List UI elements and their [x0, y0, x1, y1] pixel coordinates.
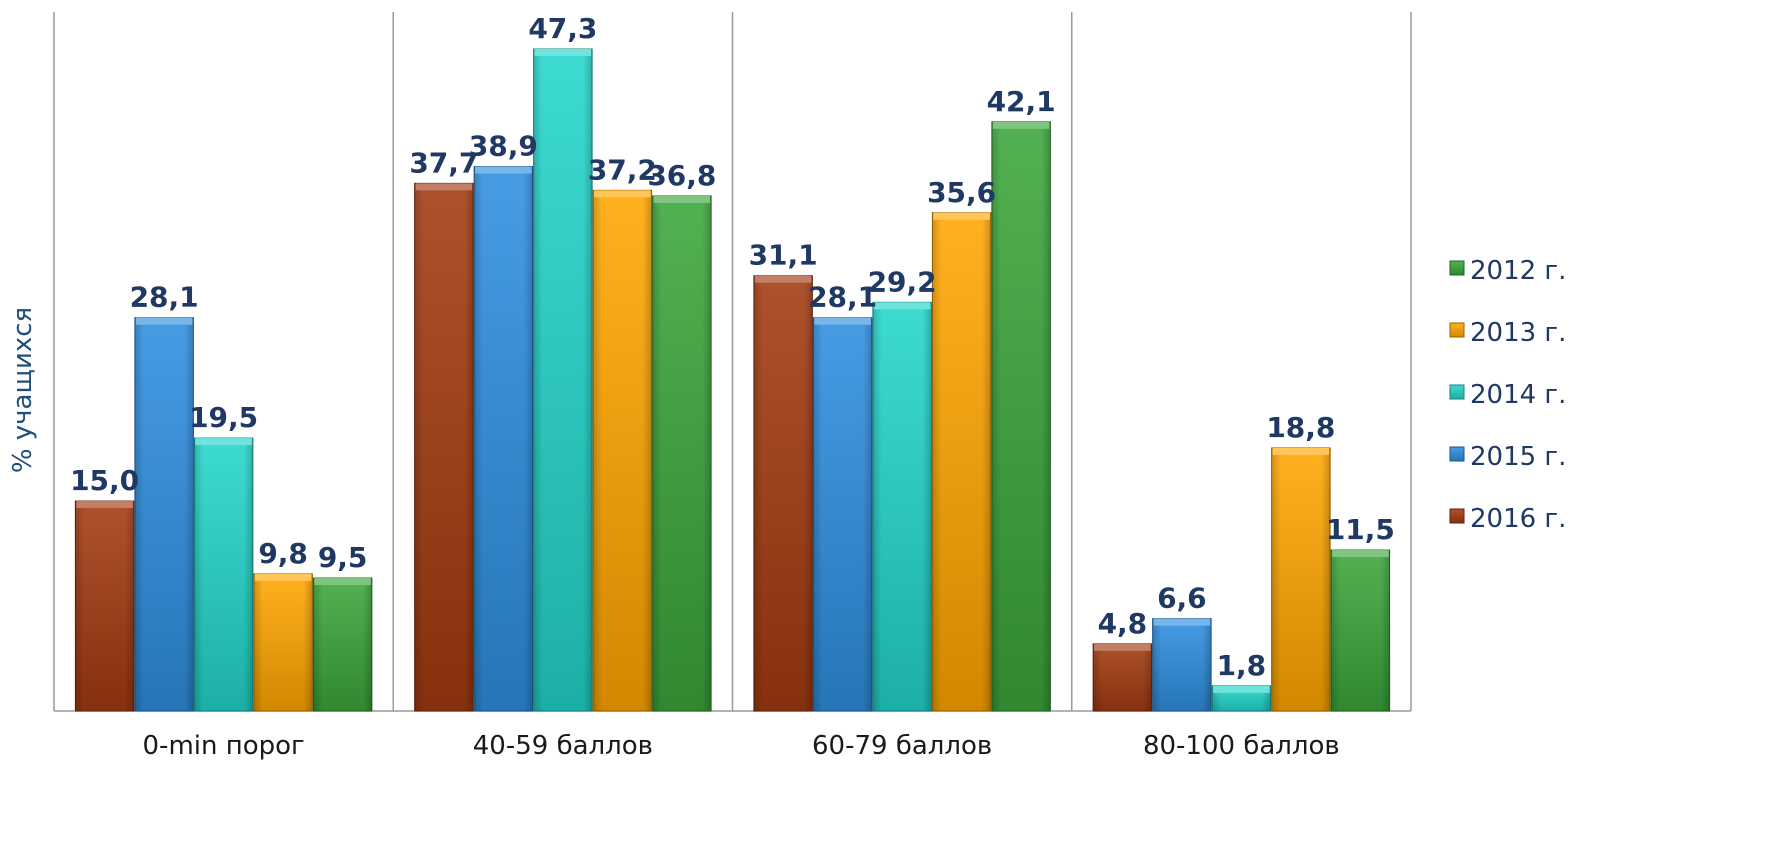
data-label: 28,1 [808, 281, 877, 314]
data-label: 6,6 [1157, 582, 1207, 615]
data-label: 4,8 [1098, 607, 1148, 640]
legend-label: 2012 г. [1470, 256, 1566, 286]
legend-swatch [1449, 446, 1465, 462]
bar [134, 317, 194, 712]
legend-label: 2015 г. [1470, 442, 1566, 472]
data-label: 19,5 [189, 401, 258, 434]
bar [991, 121, 1051, 712]
bar [414, 182, 474, 712]
bar [931, 212, 992, 712]
bar [1211, 685, 1272, 712]
x-tick-label: 0-min порог [143, 731, 305, 761]
bar [74, 500, 135, 712]
x-tick-label: 40-59 баллов [473, 731, 653, 761]
data-label: 37,2 [588, 153, 657, 186]
data-label: 38,9 [469, 130, 538, 163]
legend-swatch [1449, 260, 1465, 276]
x-tick-label: 60-79 баллов [812, 731, 992, 761]
bar [533, 48, 593, 712]
data-label: 18,8 [1266, 411, 1335, 444]
data-label: 29,2 [868, 265, 937, 298]
category-labels-group: 0-min порог 40-59 баллов 60-79 баллов 80-10… [143, 731, 1340, 761]
data-label: 11,5 [1326, 513, 1395, 546]
legend-swatch [1449, 508, 1465, 524]
legend: 2012 г. 2013 г. 2014 г. 2015 г. 2016 г. [1449, 256, 1566, 534]
legend-item: 2015 г. [1449, 442, 1566, 472]
value-labels-group: 15,0 28,1 19,5 9,8 9,5 37,738,9 47,3 37,236,8 31… [70, 12, 1395, 682]
bar [1271, 447, 1331, 712]
data-label: 37,7 [409, 146, 478, 179]
legend-swatch [1449, 322, 1465, 338]
data-label: 9,8 [258, 537, 308, 570]
bar [473, 166, 534, 712]
y-axis-title: % учащихся [8, 307, 38, 473]
legend-item: 2014 г. [1449, 380, 1566, 410]
data-label: 1,8 [1217, 649, 1267, 682]
legend-item: 2012 г. [1449, 256, 1566, 286]
bar [812, 317, 873, 712]
legend-label: 2013 г. [1470, 318, 1566, 348]
bar [193, 437, 254, 712]
data-label: 35,6 [927, 176, 996, 209]
bar [312, 577, 373, 712]
bar [652, 195, 712, 712]
bar [1152, 618, 1212, 712]
data-label: 36,8 [647, 159, 716, 192]
bar [753, 275, 813, 712]
legend-label: 2016 г. [1470, 504, 1566, 534]
data-label: 28,1 [130, 281, 199, 314]
data-label: 15,0 [70, 464, 139, 497]
bar [253, 573, 313, 712]
data-label: 31,1 [749, 239, 818, 272]
bar [592, 189, 653, 712]
bars-group [74, 48, 1391, 712]
legend-item: 2016 г. [1449, 504, 1566, 534]
x-tick-label: 80-100 баллов [1143, 731, 1340, 761]
bar [1092, 643, 1153, 712]
bar [872, 301, 932, 712]
data-label: 9,5 [318, 541, 368, 574]
legend-item: 2013 г. [1449, 318, 1566, 348]
bar [1330, 549, 1391, 712]
data-label: 42,1 [987, 85, 1056, 118]
legend-swatch [1449, 384, 1465, 400]
data-label: 47,3 [528, 12, 597, 45]
legend-label: 2014 г. [1470, 380, 1566, 410]
